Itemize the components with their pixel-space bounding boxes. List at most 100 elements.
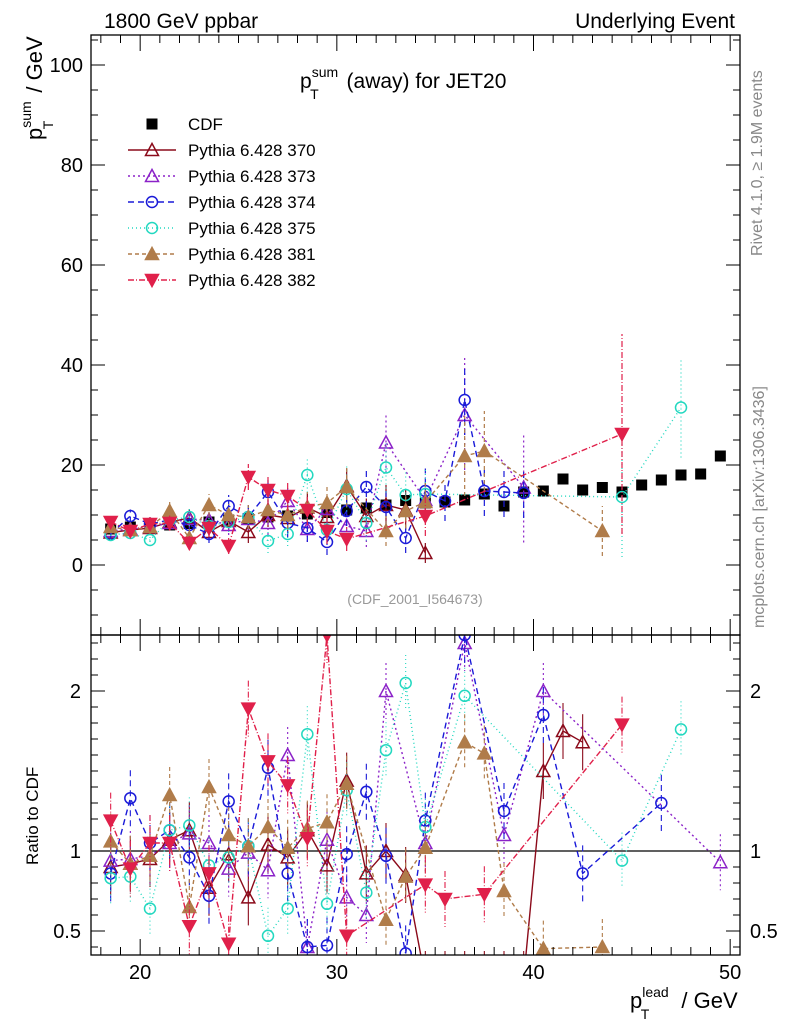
data-point xyxy=(220,506,237,522)
legend-entry-1: Pythia 6.428 370 xyxy=(128,141,316,160)
analysis-id-label: (CDF_2001_I564673) xyxy=(347,591,482,607)
y-tick-label: 60 xyxy=(61,255,83,277)
ratio-data-point xyxy=(122,862,139,877)
ratio-data-point xyxy=(124,791,137,805)
data-point xyxy=(319,524,335,540)
data-point xyxy=(279,506,296,522)
header-left-label: 1800 GeV ppbar xyxy=(104,10,258,33)
header-right-label: Underlying Event xyxy=(575,10,735,33)
data-point xyxy=(378,522,394,538)
ratio-data-point xyxy=(574,734,591,749)
ratio-data-point xyxy=(301,940,314,954)
data-point xyxy=(183,510,196,524)
ratio-data-point xyxy=(358,906,375,922)
legend-marker xyxy=(144,167,160,183)
ratio-series-line-2 xyxy=(109,635,662,954)
series-0 xyxy=(105,450,726,535)
data-point xyxy=(397,502,414,518)
data-point xyxy=(201,496,217,512)
ratio-data-point xyxy=(498,973,511,985)
legend-label: CDF xyxy=(188,115,223,134)
data-point xyxy=(220,539,237,555)
y-tick-label: 20 xyxy=(61,455,83,477)
ratio-data-point xyxy=(320,939,334,952)
legend-marker xyxy=(144,141,160,157)
data-point xyxy=(636,479,648,491)
data-point xyxy=(260,501,276,517)
ratio-data-point xyxy=(360,886,373,899)
ratio-series-1 xyxy=(102,635,729,955)
data-point xyxy=(122,524,139,540)
y-tick-label: 100 xyxy=(50,55,83,77)
ratio-data-point xyxy=(260,755,276,770)
data-point xyxy=(301,468,314,482)
data-point xyxy=(379,461,393,474)
ratio-data-point xyxy=(338,929,355,944)
ratio-data-point xyxy=(535,682,552,698)
ratio-y-tick-label-right: 0.5 xyxy=(750,921,778,943)
ratio-y-tick-label-right: 2 xyxy=(750,681,761,703)
ratio-data-point xyxy=(240,838,257,853)
data-point xyxy=(201,521,217,537)
legend-label: Pythia 6.428 374 xyxy=(188,193,316,212)
data-point xyxy=(675,469,687,481)
ratio-data-point xyxy=(301,727,314,741)
ratio-data-point xyxy=(320,897,334,911)
ratio-data-point xyxy=(183,851,196,864)
ratio-data-point xyxy=(319,814,335,829)
ratio-data-point xyxy=(299,831,316,847)
ratio-series-2 xyxy=(104,635,668,955)
title-sub: T xyxy=(310,86,319,102)
x-tick-label: 40 xyxy=(522,962,544,984)
ratio-data-point xyxy=(439,973,452,985)
ratio-data-point xyxy=(576,867,589,880)
data-point xyxy=(143,533,157,547)
data-point xyxy=(577,484,589,496)
data-point xyxy=(240,523,257,539)
mcplots-label: mcplots.cern.ch [arXiv:1306.3436] xyxy=(751,386,768,628)
data-point xyxy=(439,496,451,508)
ratio-data-point xyxy=(222,795,235,808)
data-point xyxy=(714,450,726,462)
legend-entry-2: Pythia 6.428 373 xyxy=(128,167,316,186)
data-point xyxy=(594,522,611,538)
title-p: p xyxy=(300,70,312,93)
ratio-data-point xyxy=(281,902,294,915)
legend-label: Pythia 6.428 373 xyxy=(188,167,316,186)
ratio-series-line-3 xyxy=(110,682,682,938)
ratio-data-point xyxy=(161,786,178,802)
data-point xyxy=(299,520,316,536)
ratio-data-point xyxy=(458,635,471,642)
data-point xyxy=(161,516,178,532)
legend-label: Pythia 6.428 370 xyxy=(188,141,316,160)
data-point xyxy=(338,532,355,548)
ratio-data-point xyxy=(535,762,552,778)
legend-marker xyxy=(146,118,158,130)
ratio-data-point xyxy=(417,839,434,855)
x-tick-label: 50 xyxy=(719,962,741,984)
series-6 xyxy=(102,334,630,555)
data-point xyxy=(124,509,137,523)
x-tick-label: 30 xyxy=(326,962,348,984)
ratio-data-point xyxy=(456,734,473,749)
title-sup: sum xyxy=(312,64,338,80)
ratio-series-line-1 xyxy=(110,642,721,948)
ratio-data-point xyxy=(161,836,178,852)
ratio-data-point xyxy=(417,878,434,893)
ratio-data-point xyxy=(655,796,668,810)
ratio-data-point xyxy=(399,676,412,690)
ratio-data-point xyxy=(360,785,373,799)
ratio-data-point xyxy=(142,836,158,852)
ratio-data-point xyxy=(260,818,276,834)
ratio-y-tick-label-right: 1 xyxy=(750,841,761,863)
ratio-data-point xyxy=(458,973,471,985)
ratio-data-point xyxy=(594,938,611,954)
data-point xyxy=(438,494,452,508)
ratio-data-point xyxy=(458,689,471,703)
title-rest: (away) for JET20 xyxy=(341,70,507,93)
data-point xyxy=(379,500,393,514)
data-point xyxy=(319,494,335,510)
ratio-data-point xyxy=(201,778,217,794)
ratio-data-point xyxy=(240,889,257,904)
